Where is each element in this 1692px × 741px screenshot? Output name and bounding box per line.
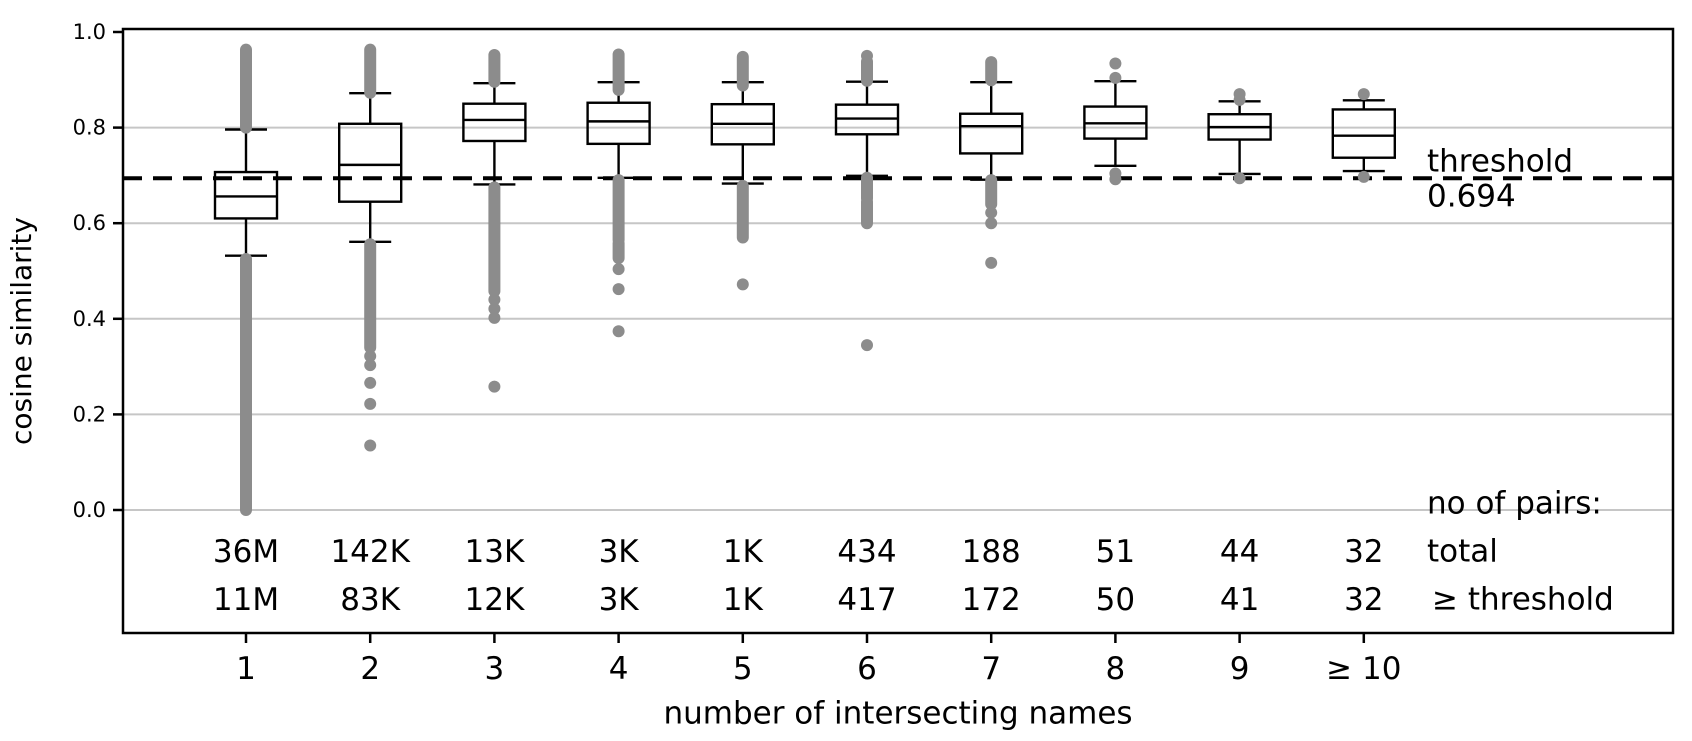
pair-count-threshold: 83K bbox=[340, 582, 400, 618]
box-10 bbox=[1331, 108, 1397, 159]
box-3 bbox=[462, 102, 527, 143]
pair-count-threshold: 50 bbox=[1096, 582, 1135, 618]
outlier-dot-2 bbox=[364, 439, 377, 452]
pair-count-total: 142K bbox=[330, 534, 410, 570]
y-tick-label: 0.4 bbox=[73, 307, 106, 331]
threshold-label: threshold bbox=[1427, 143, 1573, 180]
outlier-dot-4 bbox=[612, 263, 625, 276]
pair-count-total: 51 bbox=[1096, 534, 1135, 570]
pair-count-threshold: 11M bbox=[213, 582, 279, 618]
pair-count-total: 3K bbox=[599, 534, 640, 570]
x-tick-label: 3 bbox=[485, 651, 505, 687]
pair-count-threshold: 172 bbox=[962, 582, 1021, 618]
y-tick-label: 0.6 bbox=[73, 211, 106, 235]
outlier-dot-3 bbox=[488, 293, 501, 306]
x-tick-label: 2 bbox=[360, 651, 380, 687]
row-label-total: total bbox=[1427, 533, 1498, 570]
outlier-dot-8 bbox=[1109, 173, 1122, 186]
outlier-dot-8 bbox=[1109, 71, 1122, 84]
x-tick-label: 1 bbox=[236, 651, 256, 687]
outlier-dot-7 bbox=[985, 206, 998, 219]
outlier-dot-2 bbox=[364, 359, 377, 372]
outlier-dot-7 bbox=[985, 217, 998, 230]
outlier-dot-2 bbox=[364, 350, 377, 363]
outlier-dot-10 bbox=[1357, 170, 1370, 183]
y-tick-label: 0.8 bbox=[73, 116, 106, 140]
outlier-dot-8 bbox=[1109, 57, 1122, 70]
outlier-dot-9 bbox=[1233, 172, 1246, 185]
outlier-dot-2 bbox=[364, 376, 377, 389]
outlier-dot-5 bbox=[736, 278, 749, 291]
box-2 bbox=[338, 122, 403, 203]
x-tick-label: 9 bbox=[1230, 651, 1250, 687]
x-tick-label: 4 bbox=[609, 651, 629, 687]
pair-count-threshold: 1K bbox=[723, 582, 764, 618]
outlier-dot-7 bbox=[985, 256, 998, 269]
threshold-value: 0.694 bbox=[1427, 178, 1516, 215]
pair-count-total: 1K bbox=[723, 534, 764, 570]
outlier-dot-2 bbox=[364, 397, 377, 410]
y-tick-label: 0.2 bbox=[73, 402, 106, 426]
pair-count-total: 434 bbox=[837, 534, 896, 570]
outlier-dot-3 bbox=[488, 302, 501, 315]
pair-count-threshold: 41 bbox=[1220, 582, 1259, 618]
outlier-dot-3 bbox=[488, 380, 501, 393]
outlier-dot-6 bbox=[861, 49, 873, 62]
x-tick-label: ≥ 10 bbox=[1326, 651, 1401, 687]
x-tick-label: 8 bbox=[1106, 651, 1126, 687]
pair-count-threshold: 32 bbox=[1344, 582, 1383, 618]
x-tick-label: 7 bbox=[981, 651, 1001, 687]
y-tick-label: 0.0 bbox=[73, 498, 106, 522]
pair-count-threshold: 12K bbox=[465, 582, 525, 618]
outlier-dot-6 bbox=[861, 339, 873, 352]
outlier-dot-10 bbox=[1357, 88, 1370, 101]
x-tick-label: 6 bbox=[857, 651, 877, 687]
x-tick-label: 5 bbox=[733, 651, 753, 687]
y-axis-label: cosine similarity bbox=[5, 217, 38, 445]
pairs-header: no of pairs: bbox=[1427, 485, 1602, 522]
pair-count-total: 188 bbox=[962, 534, 1021, 570]
pair-count-total: 13K bbox=[465, 534, 525, 570]
pair-count-total: 36M bbox=[213, 534, 279, 570]
pair-count-total: 32 bbox=[1344, 534, 1383, 570]
pair-count-total: 44 bbox=[1220, 534, 1259, 570]
y-tick-label: 1.0 bbox=[73, 20, 106, 44]
outlier-dot-9 bbox=[1233, 93, 1246, 106]
pair-count-threshold: 3K bbox=[599, 582, 640, 618]
x-axis-label: number of intersecting names bbox=[663, 695, 1133, 732]
plot-frame bbox=[121, 27, 1675, 635]
outlier-dot-4 bbox=[612, 325, 625, 338]
pair-count-threshold: 417 bbox=[837, 582, 896, 618]
row-label-threshold: ≥ threshold bbox=[1432, 581, 1614, 618]
box-7 bbox=[959, 112, 1024, 155]
outlier-dot-3 bbox=[488, 311, 501, 324]
outlier-dot-4 bbox=[612, 283, 625, 296]
box-4 bbox=[586, 101, 651, 146]
